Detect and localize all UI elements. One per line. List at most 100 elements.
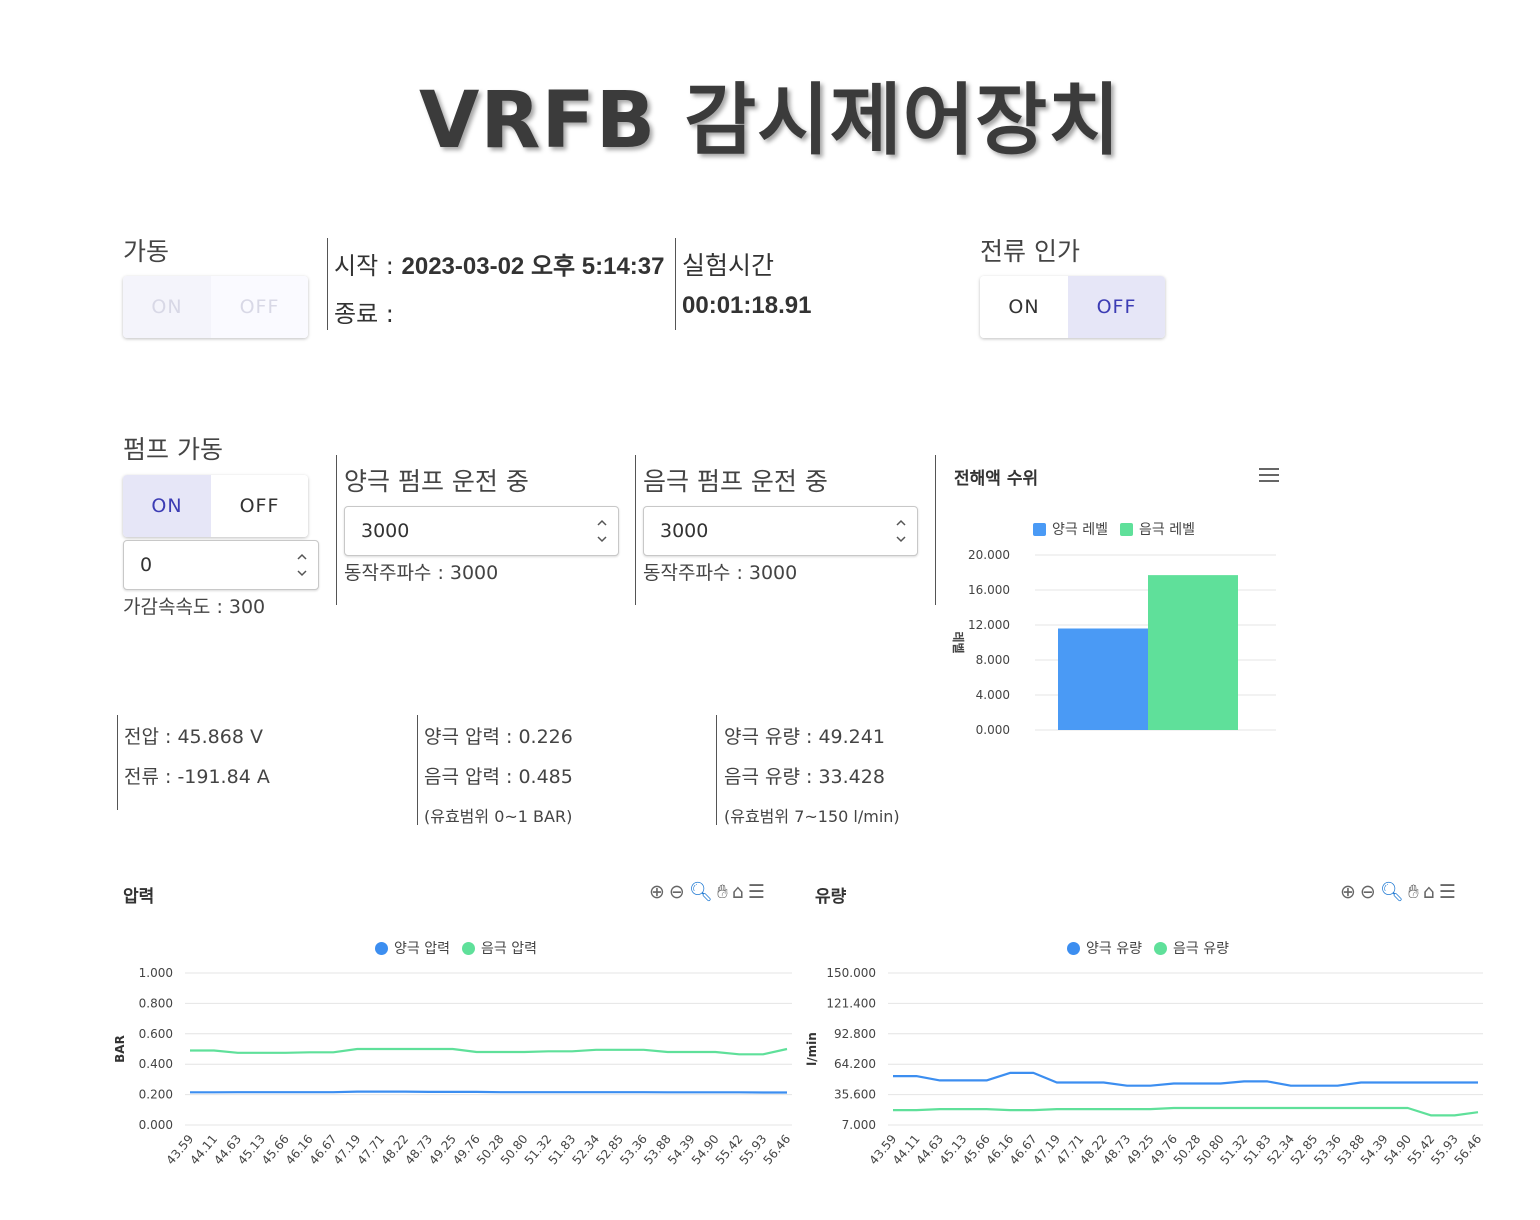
pressure-range: (유효범위 0~1 BAR) [424,807,573,826]
level-chart-title: 전해액 수위 [954,469,1039,489]
y-axis-label: 레벨 [951,631,966,653]
start-label: 시작 : [334,252,394,280]
legend-swatch [375,941,388,955]
series-line-pos [893,1071,1478,1087]
current-apply-on-button[interactable]: ON [980,276,1068,338]
y-tick-label: 150.000 [826,966,876,980]
legend-pos-level: 양극 레벨 [1052,522,1108,538]
current-reading: 전류 : -191.84 A [124,766,270,788]
pos-pump-value: 3000 [361,520,410,542]
neg-pump-freq: 동작주파수 : 3000 [643,562,798,584]
pos-flow-reading: 양극 유량 : 49.241 [724,726,885,748]
y-tick-label: 0.000 [139,1118,173,1132]
y-tick-label: 7.000 [842,1118,876,1132]
legend-swatch [1033,522,1046,536]
pump-label: 펌프 가동 [123,435,223,464]
flow-range: (유효범위 7~150 l/min) [724,807,900,826]
pump-off-button[interactable]: OFF [211,475,308,537]
zoom-out-icon[interactable]: ⊖ [1359,881,1376,903]
legend-swatch [1067,941,1080,955]
legend-swatch [1119,522,1133,536]
pos-pump-freq: 동작주파수 : 3000 [344,562,499,584]
legend-swatch [1153,941,1167,955]
zoom-in-icon[interactable]: ⊕ [1340,881,1356,903]
stepper-arrows-icon[interactable] [594,513,610,549]
y-tick-label: 4.000 [976,688,1010,702]
flow-legend: 양극 유량 음극 유량 [1067,938,1229,958]
y-tick-label: 20.000 [968,548,1010,562]
menu-icon[interactable]: ☰ [1438,881,1456,903]
y-tick-label: 0.800 [139,996,173,1010]
y-tick-label: 0.000 [976,723,1010,737]
y-tick-label: 8.000 [976,653,1010,667]
current-apply-label: 전류 인가 [980,237,1080,266]
operation-off-button[interactable]: OFF [211,276,308,338]
neg-pump-label: 음극 펌프 운전 중 [643,467,828,496]
y-tick-label: 0.200 [139,1088,173,1102]
flow-chart: 150.000 121.400 92.800 64.200 35.600 7.000 l/m… [805,966,1484,1167]
end-label: 종료 : [334,300,394,328]
y-tick-label: 92.800 [834,1027,876,1041]
neg-flow-reading: 음극 유량 : 33.428 [724,766,885,788]
pan-hand-icon[interactable]: ✋︎ [716,881,728,903]
current-apply-off-button[interactable]: OFF [1068,276,1165,338]
elapsed-value: 00:01:18.91 [682,292,812,319]
pos-pump-stepper[interactable]: 3000 [344,506,619,556]
pos-pump-label: 양극 펌프 운전 중 [344,467,529,496]
legend-pos-pressure: 양극 압력 [394,941,450,957]
stepper-arrows-icon[interactable] [893,513,909,549]
series-line-neg [893,1106,1479,1117]
y-axis-label: l/min [805,1032,819,1066]
y-tick-label: 1.000 [139,966,173,980]
selection-zoom-icon[interactable]: 🔍︎ [1379,881,1404,903]
neg-pressure-reading: 음극 압력 : 0.485 [424,766,573,788]
y-tick-label: 64.200 [834,1057,876,1071]
page-title: VRFB 감시제어장치 [419,76,1121,166]
accel-text: 가감속속도 : 300 [123,596,266,618]
y-tick-label: 0.400 [139,1057,173,1071]
operation-label: 가동 [123,237,170,266]
menu-icon[interactable] [1259,468,1279,486]
stepper-arrows-icon[interactable] [294,547,310,583]
y-axis-label: BAR [113,1035,127,1063]
series-line-pos [190,1090,787,1094]
y-tick-label: 16.000 [968,583,1010,597]
operation-on-button[interactable]: ON [123,276,211,338]
pump-toggle[interactable]: ON OFF [123,475,308,537]
legend-neg-level: 음극 레벨 [1138,522,1195,538]
x-tick-label: 56.46 [760,1132,793,1167]
operation-toggle[interactable]: ON OFF [123,276,308,338]
zoom-out-icon[interactable]: ⊖ [668,881,685,903]
reset-home-icon[interactable]: ⌂ [1422,881,1435,903]
reset-home-icon[interactable]: ⌂ [731,881,744,903]
level-chart: 20.000 16.000 12.000 8.000 4.000 0.000 레벨 [951,548,1276,737]
pos-pressure-reading: 양극 압력 : 0.226 [424,726,573,748]
y-tick-label: 0.600 [139,1027,173,1041]
legend-swatch [461,941,475,955]
pressure-chart-toolbar: ⊕ ⊖ 🔍︎ ✋︎ ⌂ ☰ [649,880,769,903]
y-tick-label: 121.400 [826,996,876,1010]
selection-zoom-icon[interactable]: 🔍︎ [688,881,713,903]
neg-pump-stepper[interactable]: 3000 [643,506,918,556]
start-value: 2023-03-02 오후 5:14:37 [401,253,665,280]
series-line-neg [190,1047,788,1056]
bar-neg-level [1148,575,1238,730]
bar-pos-level [1058,628,1148,730]
pump-speed-stepper[interactable]: 0 [123,540,319,590]
zoom-in-icon[interactable]: ⊕ [649,881,665,903]
legend-pos-flow: 양극 유량 [1086,941,1142,957]
elapsed-label: 실험시간 [682,251,775,280]
voltage-reading: 전압 : 45.868 V [124,726,263,748]
legend-neg-flow: 음극 유량 [1172,941,1229,957]
pressure-chart: 1.0000.8000.6000.4000.2000.000BAR43.5944… [113,966,793,1167]
level-legend: 양극 레벨 음극 레벨 [1033,519,1195,539]
pan-hand-icon[interactable]: ✋︎ [1407,881,1419,903]
pump-on-button[interactable]: ON [123,475,211,537]
current-apply-toggle[interactable]: ON OFF [980,276,1165,338]
y-tick-label: 12.000 [968,618,1010,632]
flow-chart-title: 유량 [815,887,847,907]
legend-neg-pressure: 음극 압력 [480,941,537,957]
menu-icon[interactable]: ☰ [747,881,765,903]
pressure-legend: 양극 압력 음극 압력 [375,938,537,958]
y-tick-label: 35.600 [834,1088,876,1102]
